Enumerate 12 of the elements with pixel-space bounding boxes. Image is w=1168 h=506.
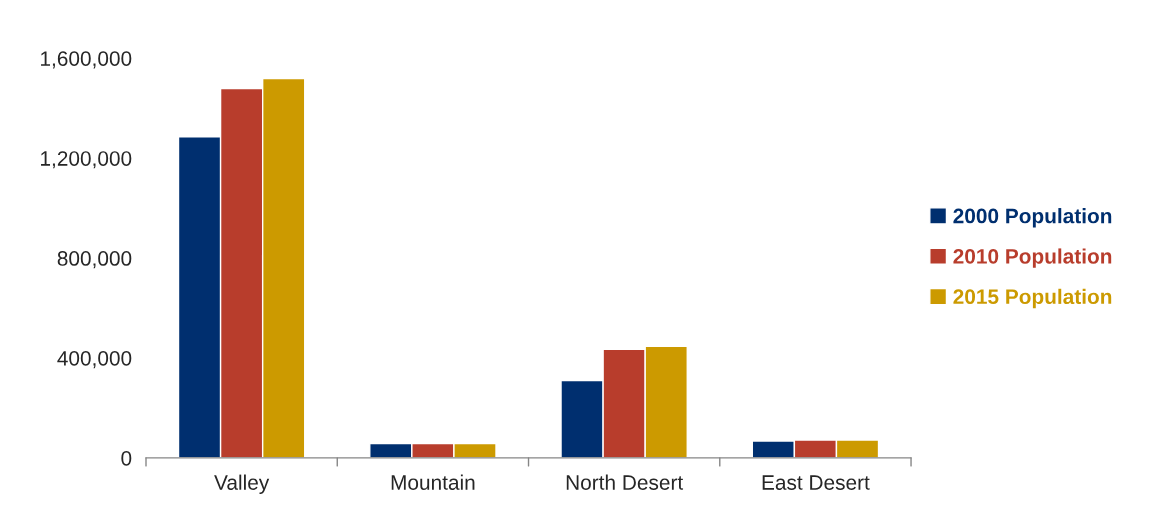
legend-label: 2000 Population: [953, 208, 1112, 228]
x-tick-label: Valley: [214, 474, 270, 495]
y-tick-label: 0: [121, 450, 132, 466]
x-tick-label: North Desert: [566, 474, 684, 490]
legend-label: 2010 Population: [953, 248, 1112, 268]
y-tick-label: 1,600,000: [41, 51, 132, 69]
y-tick-label: 800,000: [57, 251, 132, 269]
x-tick-label: Mountain: [391, 474, 475, 490]
y-tick-label: 400,000: [57, 351, 132, 369]
y-tick-label: 1,200,000: [41, 151, 132, 169]
legend-label: 2015 Population: [953, 288, 1112, 309]
x-tick-label: East Desert: [762, 475, 870, 490]
